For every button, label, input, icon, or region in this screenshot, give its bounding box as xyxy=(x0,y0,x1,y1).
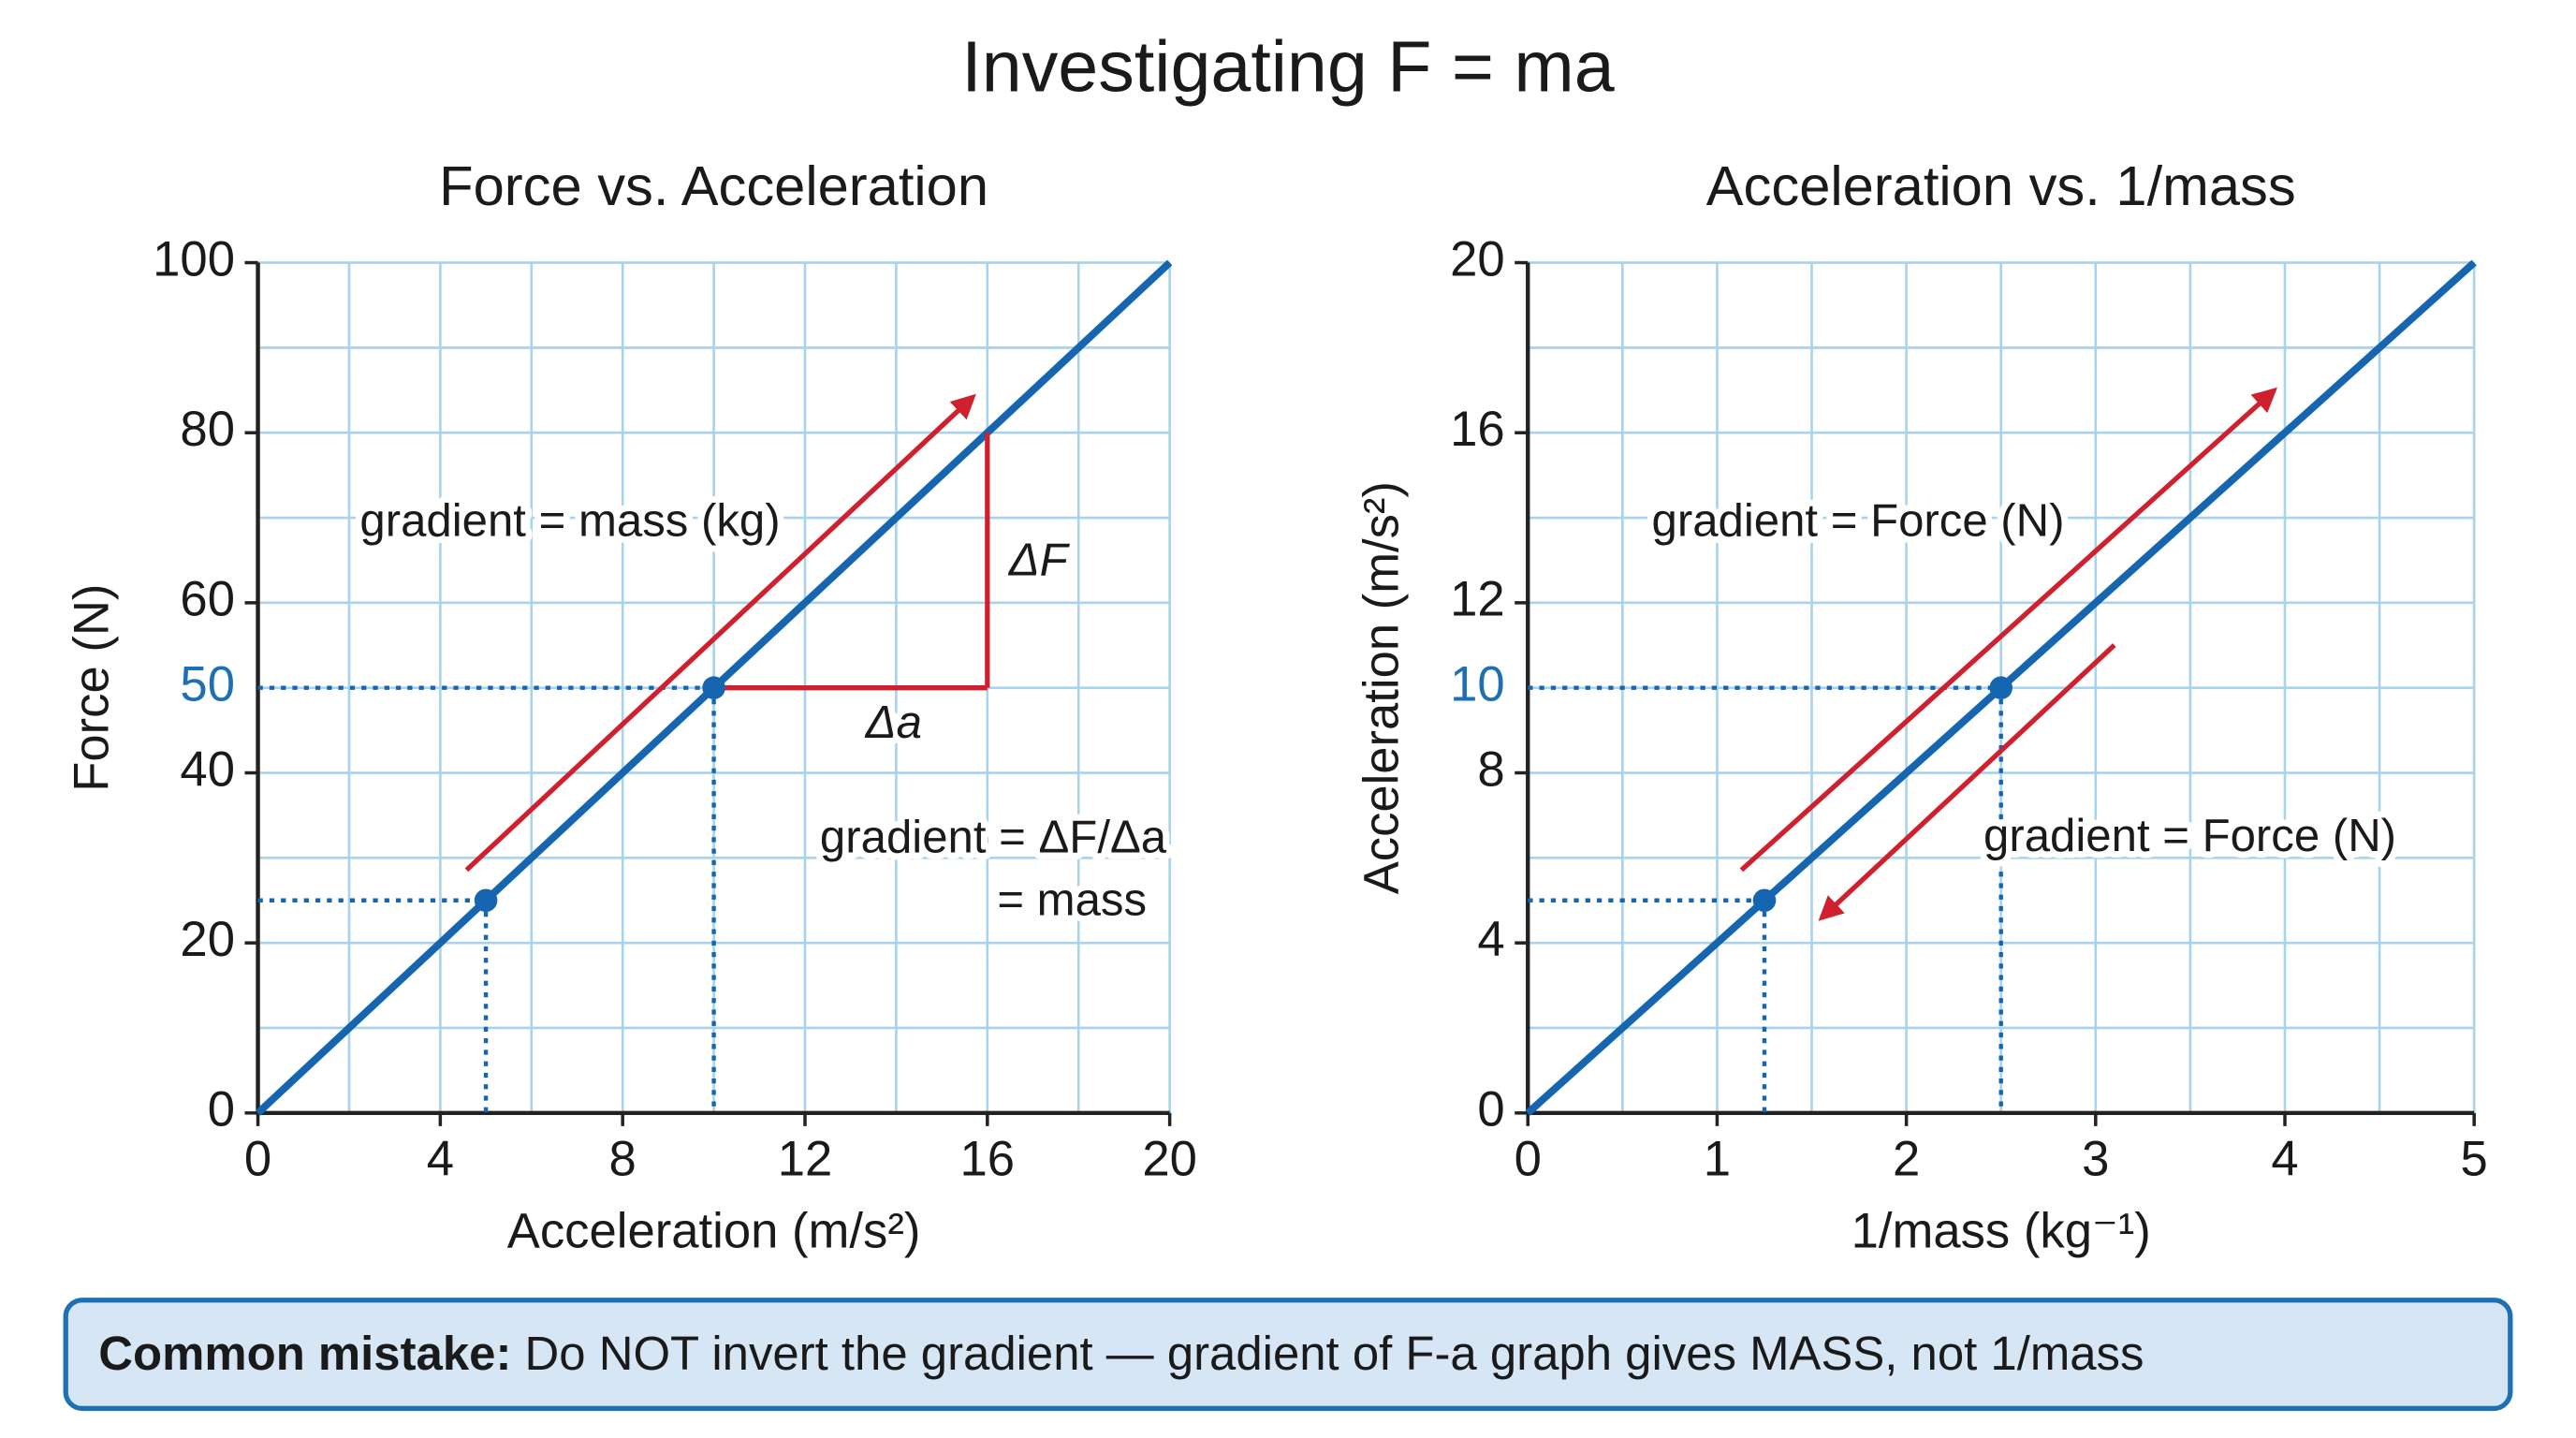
y-tick-label: 0 xyxy=(208,1082,235,1137)
data-point xyxy=(1752,888,1777,913)
x-tick-label: 0 xyxy=(1515,1131,1542,1186)
x-tick-label: 16 xyxy=(960,1131,1016,1186)
y-tick-label: 12 xyxy=(1450,572,1505,627)
data-point xyxy=(702,676,725,699)
x-tick-label: 12 xyxy=(778,1131,833,1186)
x-tick-label: 5 xyxy=(2461,1131,2488,1186)
arrow xyxy=(1739,387,2277,873)
arrow xyxy=(464,393,976,873)
chart-title: Force vs. Acceleration xyxy=(439,154,988,217)
annotation: gradient = Force (N) xyxy=(1983,811,2396,861)
x-tick-label: 0 xyxy=(244,1131,271,1186)
note-text: Do NOT invert the gradient — gradient of… xyxy=(525,1328,2144,1381)
y-axis-label: Acceleration (m/s²) xyxy=(1354,481,1409,894)
annotation: gradient = Force (N) xyxy=(1652,495,2065,546)
y-axis-label: Force (N) xyxy=(65,584,120,792)
note-box xyxy=(63,1298,2513,1412)
arrow xyxy=(1818,643,2116,921)
highlight-tick-label: 50 xyxy=(180,657,235,712)
data-point xyxy=(474,888,498,913)
data-point xyxy=(1989,676,2012,699)
y-tick-label: 16 xyxy=(1450,402,1505,457)
highlight-tick-label: 10 xyxy=(1450,657,1505,712)
y-tick-label: 20 xyxy=(1450,231,1505,286)
x-axis-label: Acceleration (m/s²) xyxy=(507,1203,921,1258)
annotation: = mass xyxy=(997,874,1147,925)
x-tick-label: 2 xyxy=(1893,1131,1920,1186)
annotation: ΔF xyxy=(1008,535,1071,585)
note: Common mistake: Do NOT invert the gradie… xyxy=(98,1328,2144,1381)
y-tick-label: 0 xyxy=(1477,1082,1504,1137)
y-tick-label: 8 xyxy=(1477,741,1504,797)
x-tick-label: 4 xyxy=(427,1131,454,1186)
note-label: Common mistake: xyxy=(98,1328,511,1381)
chart-title: Acceleration vs. 1/mass xyxy=(1706,154,2296,217)
y-tick-label: 40 xyxy=(180,741,235,797)
x-axis-label: 1/mass (kg⁻¹) xyxy=(1852,1203,2151,1258)
x-tick-label: 4 xyxy=(2271,1131,2298,1186)
annotation: gradient = ΔF/Δa xyxy=(820,813,1167,863)
annotation: Δa xyxy=(865,697,922,748)
x-tick-label: 3 xyxy=(2082,1131,2109,1186)
x-tick-label: 8 xyxy=(609,1131,637,1186)
page-title: Investigating F = ma xyxy=(961,27,1614,108)
x-tick-label: 1 xyxy=(1704,1131,1731,1186)
annotation: gradient = mass (kg) xyxy=(359,495,780,546)
y-tick-label: 80 xyxy=(180,402,235,457)
y-tick-label: 100 xyxy=(153,231,235,286)
arrows xyxy=(464,387,2277,921)
y-tick-label: 60 xyxy=(180,572,235,627)
y-tick-label: 20 xyxy=(180,912,235,967)
y-tick-label: 4 xyxy=(1477,912,1504,967)
x-tick-label: 20 xyxy=(1142,1131,1197,1186)
